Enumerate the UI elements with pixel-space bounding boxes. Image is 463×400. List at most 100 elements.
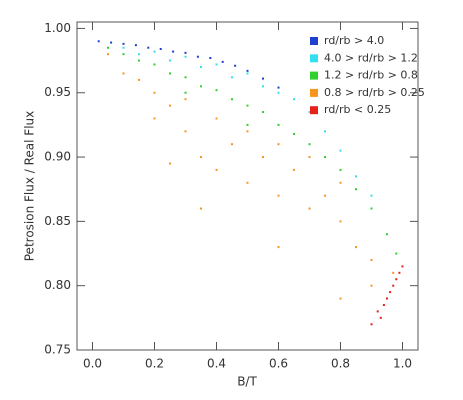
point — [172, 50, 175, 53]
point — [324, 194, 326, 197]
point — [200, 85, 202, 88]
point — [134, 44, 137, 47]
point — [215, 168, 218, 171]
point — [122, 42, 125, 45]
point — [138, 53, 140, 56]
point — [184, 91, 187, 94]
point — [169, 162, 171, 165]
point — [159, 48, 162, 51]
point — [355, 188, 357, 191]
point — [138, 78, 140, 81]
point — [324, 130, 326, 133]
point — [355, 246, 357, 249]
point — [184, 130, 187, 133]
point — [339, 297, 342, 300]
point — [246, 69, 249, 72]
point — [97, 40, 100, 43]
point — [277, 123, 280, 126]
point — [308, 207, 311, 210]
point — [231, 76, 233, 79]
x-tick-label: 1.0 — [393, 357, 412, 371]
point — [370, 194, 373, 197]
point — [401, 265, 404, 268]
point — [122, 53, 125, 56]
legend-label: 4.0 > rd/rb > 1.2 — [324, 51, 418, 64]
point — [153, 63, 156, 66]
point — [153, 91, 156, 94]
point — [308, 111, 311, 114]
point — [395, 278, 398, 281]
point — [215, 117, 218, 120]
point — [277, 246, 280, 249]
point — [246, 72, 249, 75]
point — [386, 297, 388, 300]
point — [339, 220, 342, 223]
point — [370, 258, 373, 261]
legend: rd/rb > 4.0 4.0 > rd/rb > 1.2 1.2 > rd/rb … — [310, 34, 425, 116]
point — [215, 89, 218, 92]
point — [262, 156, 264, 159]
point — [107, 46, 109, 49]
y-tick-label: 0.95 — [44, 85, 71, 99]
point — [246, 104, 249, 107]
point — [370, 284, 373, 287]
y-tick-label: 0.75 — [44, 343, 71, 357]
point — [184, 76, 187, 79]
point — [277, 86, 280, 89]
plot-frame — [76, 21, 419, 351]
point — [221, 60, 224, 63]
point — [169, 72, 171, 75]
point — [293, 98, 295, 101]
x-tick-label: 0.6 — [269, 357, 288, 371]
point — [196, 55, 199, 58]
point — [355, 175, 357, 178]
point — [379, 316, 382, 319]
point — [246, 123, 249, 126]
point — [392, 271, 395, 274]
point — [277, 91, 280, 94]
legend-label: rd/rb > 4.0 — [324, 34, 384, 47]
legend-swatch — [310, 106, 318, 115]
point — [200, 207, 202, 210]
point — [200, 156, 202, 159]
point — [262, 77, 264, 80]
point — [246, 181, 249, 184]
point — [324, 156, 326, 159]
point — [382, 303, 385, 306]
x-tick-label: 0.8 — [331, 357, 350, 371]
point — [389, 291, 392, 294]
point — [122, 72, 125, 75]
point — [209, 57, 212, 60]
point — [370, 323, 373, 326]
point — [277, 194, 280, 197]
point — [398, 271, 401, 274]
point — [110, 41, 113, 44]
y-tick-label: 0.80 — [44, 278, 71, 292]
point — [215, 63, 218, 66]
legend-label: 0.8 > rd/rb > 0.25 — [324, 86, 425, 99]
y-tick-label: 1.00 — [44, 21, 71, 35]
point — [107, 53, 109, 56]
point — [370, 207, 373, 210]
point — [308, 156, 311, 159]
point — [339, 181, 342, 184]
point — [277, 143, 280, 146]
point — [184, 51, 187, 54]
legend-swatch — [310, 37, 318, 45]
point — [262, 111, 264, 114]
point — [153, 117, 156, 120]
point — [184, 98, 187, 101]
legend-swatch — [310, 88, 318, 97]
x-axis-label: B/T — [237, 375, 257, 389]
point — [138, 59, 140, 62]
point — [246, 130, 249, 133]
point — [234, 64, 237, 67]
point — [395, 252, 398, 255]
y-axis-label: Petrosion Flux / Real Flux — [23, 111, 37, 262]
x-tick-label: 0.2 — [145, 357, 164, 371]
legend-label: rd/rb < 0.25 — [324, 103, 391, 116]
point — [376, 310, 379, 313]
legend-label: 1.2 > rd/rb > 0.8 — [324, 69, 418, 82]
